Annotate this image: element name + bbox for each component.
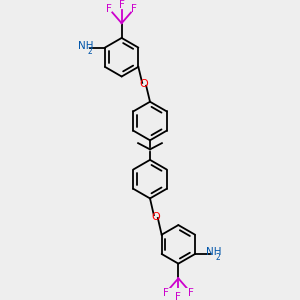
Text: F: F <box>188 288 194 298</box>
Text: F: F <box>131 4 137 14</box>
Text: O: O <box>140 79 148 89</box>
Text: F: F <box>176 292 181 300</box>
Text: NH: NH <box>206 247 222 257</box>
Text: F: F <box>106 4 112 14</box>
Text: 2: 2 <box>88 47 93 56</box>
Text: F: F <box>163 288 169 298</box>
Text: 2: 2 <box>216 253 221 262</box>
Text: NH: NH <box>78 40 94 51</box>
Text: O: O <box>152 212 160 222</box>
Text: F: F <box>119 0 124 10</box>
